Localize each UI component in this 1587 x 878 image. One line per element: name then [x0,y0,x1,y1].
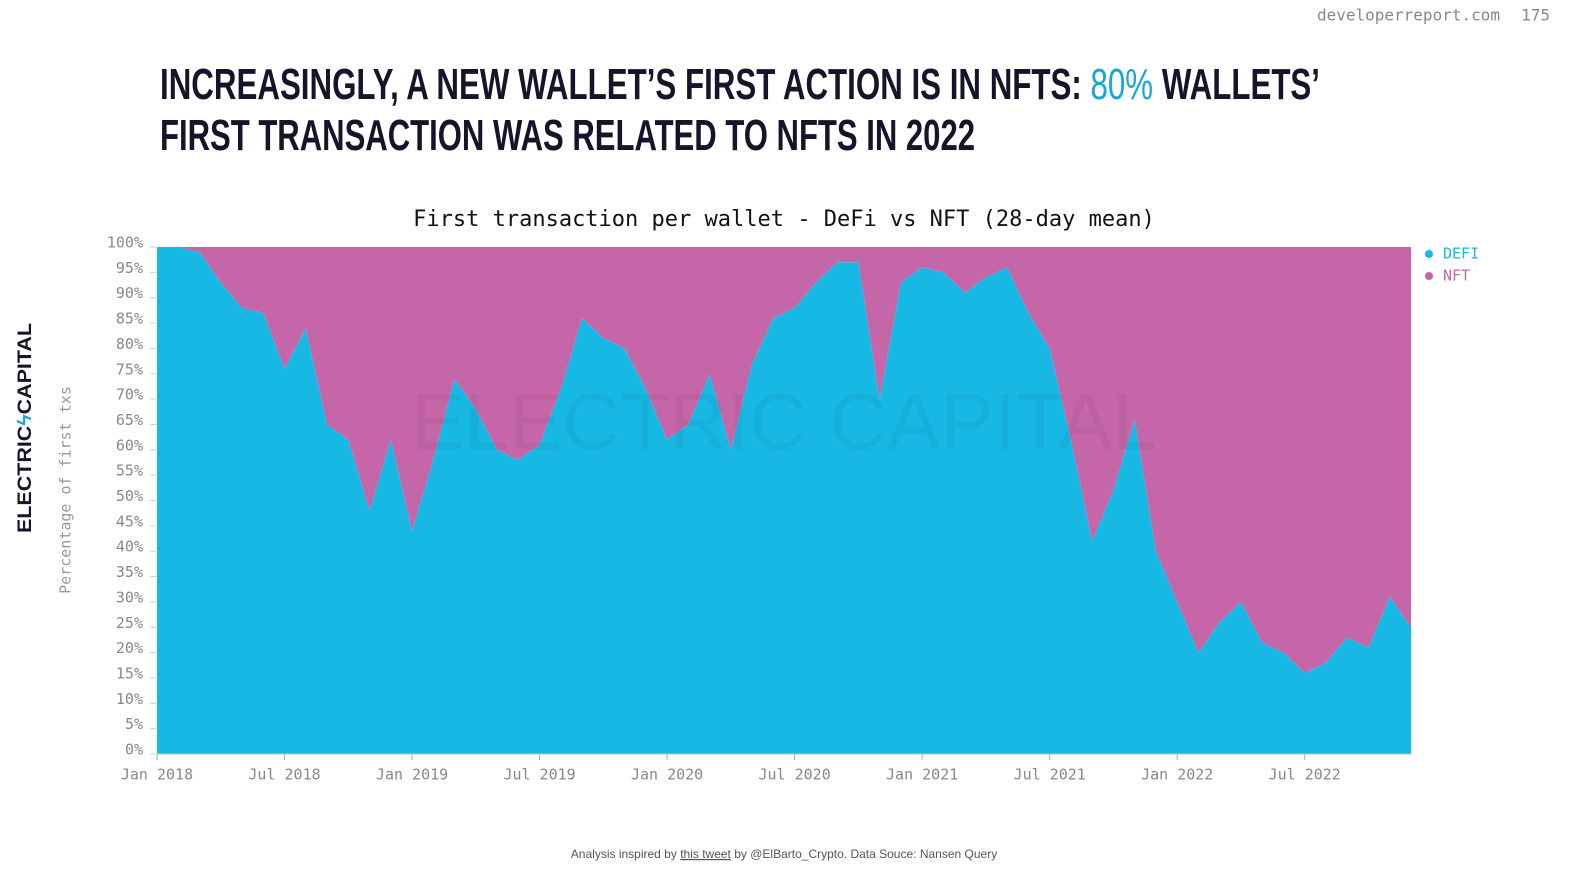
x-tick-label: Jan 2021 [886,766,958,784]
area [157,247,1411,673]
x-tick-label: Jul 2018 [248,766,320,784]
logo: ELECTRICϟCAPITAL [15,323,36,533]
y-tick-label: 45% [116,512,143,530]
x-tick-label: Jul 2019 [503,766,575,784]
x-tick-label: Jul 2022 [1269,766,1341,784]
x-tick-label: Jul 2021 [1014,766,1086,784]
legend-marker [1425,250,1433,258]
headline-line1: INCREASINGLY, A NEW WALLET’S FIRST ACTIO… [160,60,1320,109]
y-tick-label: 95% [116,259,143,277]
footer: Analysis inspired by this tweet by @ElBa… [571,847,997,861]
y-tick-label: 35% [116,563,143,581]
y-tick-label: 60% [116,436,143,454]
logo-bolt: ϟ [15,414,36,425]
footer-link[interactable]: this tweet [680,847,731,861]
logo-word: ELECTRIC [15,425,36,533]
y-tick-label: 75% [116,360,143,378]
page-number: 175 [1521,6,1550,25]
y-tick-label: 30% [116,588,143,606]
y-axis-label: Percentage of first txs [57,386,75,594]
y-tick-label: 25% [116,614,143,632]
x-tick-label: Jan 2020 [631,766,703,784]
chart-title: First transaction per wallet - DeFi vs N… [413,207,1155,232]
y-tick-label: 50% [116,487,143,505]
area [157,247,1411,754]
y-tick-label: 10% [116,690,143,708]
y-tick-label: 40% [116,538,143,556]
y-tick-label: 80% [116,335,143,353]
headline-highlight: 80% [1091,60,1154,109]
plot: DEFI NFT 0% 5% 10% 15% 20% 25% 30% 35% 40% 45% 50% 55… [107,234,1479,784]
legend-marker [1425,272,1433,280]
headline-text: INCREASINGLY, A NEW WALLET’S FIRST ACTIO… [160,60,1091,109]
headline-text: WALLETS’ [1153,60,1320,109]
x-tick-label: Jul 2020 [759,766,831,784]
y-tick-label: 15% [116,664,143,682]
y-tick-label: 100% [107,234,143,252]
y-tick-label: 85% [116,310,143,328]
y-tick-label: 55% [116,462,143,480]
x-tick-label: Jan 2019 [376,766,448,784]
y-tick-label: 5% [125,715,143,733]
legend-label: NFT [1443,267,1470,285]
y-tick-label: 90% [116,284,143,302]
site: developerreport.com [1317,6,1500,25]
logo-text: ELECTRICϟCAPITAL [15,323,36,533]
x-tick-label: Jan 2018 [121,766,193,784]
x-tick-label: Jan 2022 [1141,766,1213,784]
footer-text: Analysis inspired by [571,847,680,861]
y-tick-label: 70% [116,386,143,404]
footer-text: by @ElBarto_Crypto. Data Souce: Nansen Q… [731,847,997,861]
logo-word: CAPITAL [15,323,36,415]
y-tick-label: 20% [116,639,143,657]
y-tick-label: 65% [116,411,143,429]
y-tick-label: 0% [125,741,143,759]
legend-label: DEFI [1443,245,1479,263]
headline-line2: FIRST TRANSACTION WAS RELATED TO NFTS IN… [160,111,975,160]
watermark: ELECTRIC CAPITAL [411,377,1156,466]
